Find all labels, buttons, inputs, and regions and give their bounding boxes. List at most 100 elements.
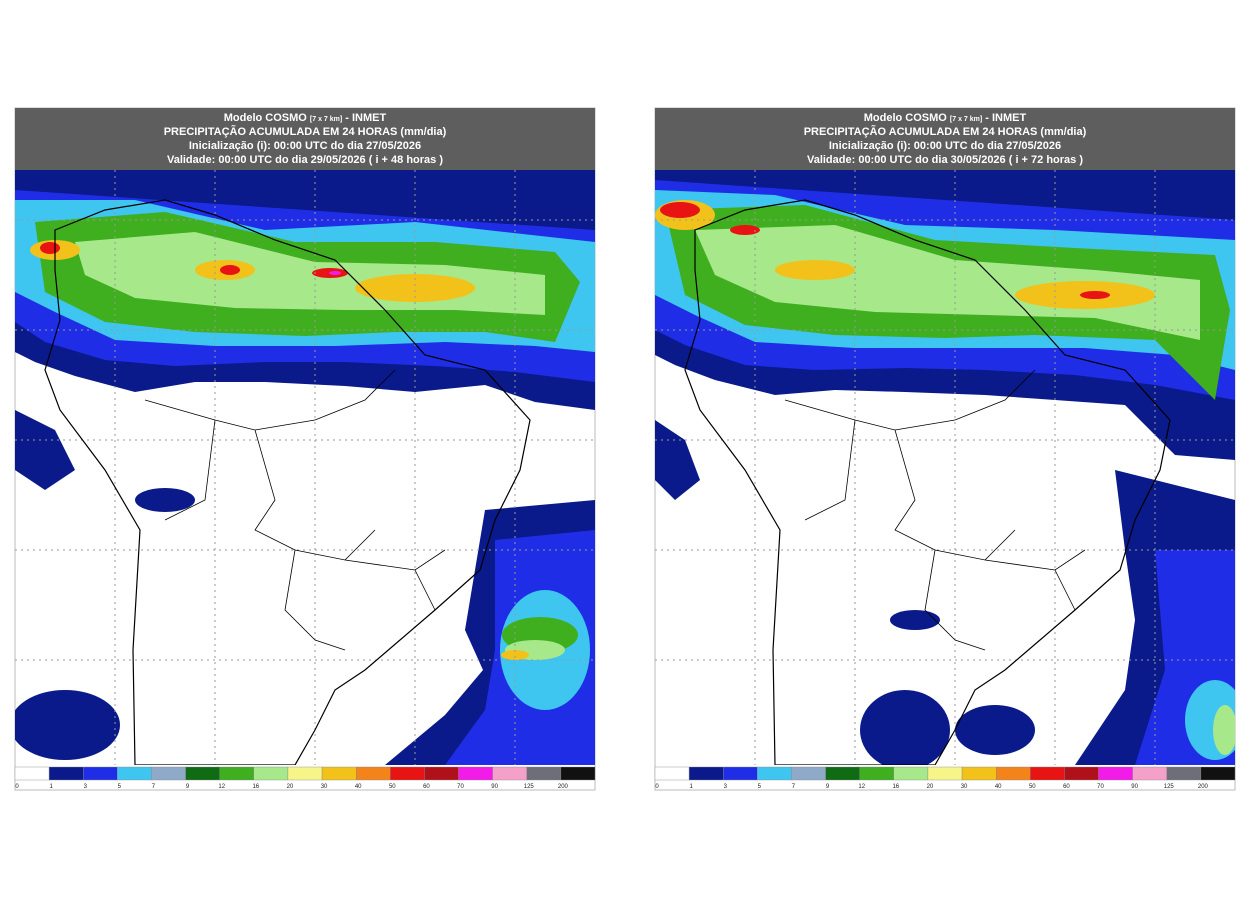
colorbar-label: 50 <box>1029 784 1036 790</box>
colorbar-box <box>791 766 826 781</box>
colorbar-label: 40 <box>995 784 1002 790</box>
map-panel: Modelo COSMO [7 x 7 km] - INMETPRECIPITA… <box>14 107 596 791</box>
header-title: Modelo COSMO [7 x 7 km] - INMET <box>224 112 387 124</box>
borders <box>784 369 1086 651</box>
colorbar-box <box>825 766 860 781</box>
resolution: [7 x 7 km] <box>950 116 982 123</box>
colorbar-label: 16 <box>252 784 259 790</box>
colorbar-box <box>688 766 724 781</box>
colorbar-box <box>560 766 596 781</box>
colorbar-label: 9 <box>826 784 830 790</box>
colorbar-box <box>757 766 792 781</box>
precip-area <box>40 242 60 254</box>
colorbar-box <box>1098 766 1133 781</box>
colorbar-label: 70 <box>1097 784 1104 790</box>
colorbar-label: 125 <box>524 784 535 790</box>
colorbar-box <box>1200 766 1236 781</box>
colorbar-box <box>287 766 323 781</box>
precip-area <box>1213 705 1235 755</box>
model: Modelo COSMO <box>224 112 308 124</box>
precip-area <box>660 202 700 218</box>
header-init: Inicialização (i): 00:00 UTC do dia 27/0… <box>189 140 421 152</box>
colorbar-label: 5 <box>758 784 762 790</box>
colorbar-label: 0 <box>655 784 659 790</box>
colorbar-label: 1 <box>689 784 693 790</box>
colorbar-label: 7 <box>152 784 156 790</box>
colorbar-label: 20 <box>287 784 294 790</box>
header-variable: PRECIPITAÇÃO ACUMULADA EM 24 HORAS (mm/d… <box>804 125 1087 138</box>
precip-area <box>890 610 940 630</box>
colorbar-label: 7 <box>792 784 796 790</box>
precip-area <box>355 274 475 302</box>
colorbar-label: 12 <box>218 784 225 790</box>
colorbar-box <box>492 766 527 781</box>
header-box <box>655 108 1235 170</box>
colorbar-label: 12 <box>858 784 865 790</box>
colorbar-label: 3 <box>84 784 88 790</box>
source: - INMET <box>345 112 386 124</box>
colorbar-box <box>151 766 186 781</box>
colorbar-box <box>1166 766 1202 781</box>
colorbar-box <box>995 766 1031 781</box>
map-area <box>655 170 1235 765</box>
precip-area <box>860 690 950 765</box>
colorbar-box <box>723 766 758 781</box>
coastline <box>684 199 1171 765</box>
colorbar-label: 90 <box>491 784 498 790</box>
colorbar-label: 200 <box>558 784 569 790</box>
colorbar-box <box>961 766 997 781</box>
colorbar-label: 16 <box>892 784 899 790</box>
precip-area <box>775 260 855 280</box>
colorbar-box <box>48 766 84 781</box>
colorbar-label: 0 <box>15 784 19 790</box>
colorbar-box <box>893 766 929 781</box>
precip-area <box>15 410 75 490</box>
map-panel: Modelo COSMO [7 x 7 km] - INMETPRECIPITA… <box>654 107 1236 791</box>
precip-area <box>695 225 1200 340</box>
colorbar-label: 5 <box>118 784 122 790</box>
colorbar-label: 30 <box>321 784 328 790</box>
colorbar-label: 60 <box>423 784 430 790</box>
resolution: [7 x 7 km] <box>310 116 342 123</box>
header-title: Modelo COSMO [7 x 7 km] - INMET <box>864 112 1027 124</box>
header-box <box>15 108 595 170</box>
colorbar-label: 30 <box>961 784 968 790</box>
colorbar-box <box>355 766 391 781</box>
precip-area <box>655 420 700 500</box>
colorbar-label: 125 <box>1164 784 1175 790</box>
source: - INMET <box>985 112 1026 124</box>
colorbar-box <box>185 766 220 781</box>
header-init: Inicialização (i): 00:00 UTC do dia 27/0… <box>829 140 1061 152</box>
colorbar-label: 90 <box>1131 784 1138 790</box>
header-variable: PRECIPITAÇÃO ACUMULADA EM 24 HORAS (mm/d… <box>164 125 447 138</box>
colorbar-box <box>1064 766 1099 781</box>
colorbar-box <box>14 766 50 781</box>
model: Modelo COSMO <box>864 112 948 124</box>
header-valid: Validade: 00:00 UTC do dia 30/05/2026 ( … <box>807 154 1083 166</box>
colorbar-box <box>859 766 895 781</box>
colorbar-box <box>117 766 152 781</box>
colorbar-label: 40 <box>355 784 362 790</box>
colorbar-box <box>1132 766 1167 781</box>
colorbar-box <box>526 766 562 781</box>
precip-area <box>955 705 1035 755</box>
precip-area <box>135 488 195 512</box>
map-area <box>15 170 595 765</box>
colorbar-label: 3 <box>724 784 728 790</box>
coastline <box>44 199 531 765</box>
colorbar-box <box>83 766 118 781</box>
borders <box>144 369 446 651</box>
precip-area <box>220 265 240 275</box>
colorbar-box <box>424 766 459 781</box>
colorbar-box <box>253 766 289 781</box>
colorbar-label: 20 <box>927 784 934 790</box>
precip-area <box>15 690 120 760</box>
colorbar-label: 70 <box>457 784 464 790</box>
colorbar-box <box>219 766 255 781</box>
precip-area <box>730 225 760 235</box>
precip-area <box>501 650 529 660</box>
colorbar-label: 50 <box>389 784 396 790</box>
precip-area <box>329 271 341 275</box>
colorbar-label: 1 <box>49 784 53 790</box>
